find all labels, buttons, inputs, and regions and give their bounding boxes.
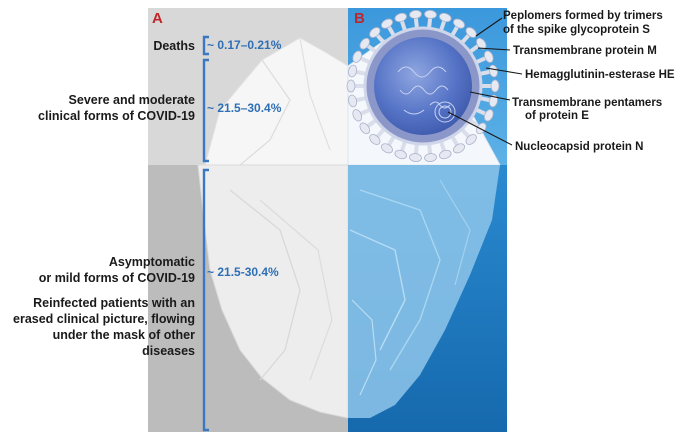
label-asymptomatic-line2: or mild forms of COVID-19: [39, 271, 195, 285]
label-severe-line1: Severe and moderate: [69, 93, 195, 107]
spike-protein: [369, 27, 388, 47]
iceberg-tip: [204, 37, 348, 166]
panel-a: A: [148, 8, 348, 432]
label-reinfected-line3: under the mask of other: [53, 328, 196, 342]
leader-peplomers: [475, 17, 503, 37]
spike-proteins: [346, 9, 500, 163]
label-pentamers-line1: Transmembrane pentamers: [512, 97, 662, 109]
label-peplomers-line1: Peplomers formed by trimers: [503, 10, 663, 22]
label-asymptomatic-line1: Asymptomatic: [109, 255, 195, 269]
label-nucleocapsid: Nucleocapsid protein N: [515, 141, 643, 153]
panel-b-letter: B: [354, 10, 365, 27]
label-pentamers-line2: of protein E: [525, 110, 589, 122]
bracket-severe: [202, 58, 209, 163]
label-peplomers-line2: of the spike glycoprotein S: [503, 24, 650, 36]
bracket-deaths: [202, 35, 209, 56]
value-asymptomatic: ~ 21.5-30.4%: [207, 265, 279, 279]
label-reinfected-line2: erased clinical picture, flowing: [13, 312, 195, 326]
coronavirus-illustration: [346, 9, 500, 163]
nucleocapsid-rna: [397, 66, 456, 123]
virus-annotations: Peplomers formed by trimers of the spike…: [447, 10, 675, 153]
values: ~ 0.17–0.21% ~ 21.5–30.4% ~ 21.5-30.4%: [207, 38, 282, 279]
brackets: [202, 35, 209, 432]
label-membrane-m: Transmembrane protein M: [513, 45, 657, 57]
leader-membrane-m: [477, 47, 511, 51]
label-reinfected-line4: diseases: [142, 344, 195, 358]
value-severe: ~ 21.5–30.4%: [207, 101, 282, 115]
label-he: Hemagglutinin-esterase HE: [525, 69, 675, 81]
leader-he: [485, 67, 523, 75]
label-severe-line2: clinical forms of COVID-19: [38, 109, 195, 123]
label-deaths: Deaths: [153, 39, 195, 53]
value-deaths: ~ 0.17–0.21%: [207, 38, 282, 52]
leader-pentamers: [469, 91, 511, 101]
bracket-asymptomatic: [202, 168, 209, 432]
label-reinfected-line1: Reinfected patients with an: [33, 296, 195, 310]
left-annotations: Deaths Severe and moderate clinical form…: [13, 39, 195, 358]
leader-nucleocapsid: [447, 111, 513, 146]
virus-core: [374, 37, 472, 135]
panel-a-letter: A: [152, 10, 163, 27]
iceberg-submerged-right: [348, 165, 500, 418]
